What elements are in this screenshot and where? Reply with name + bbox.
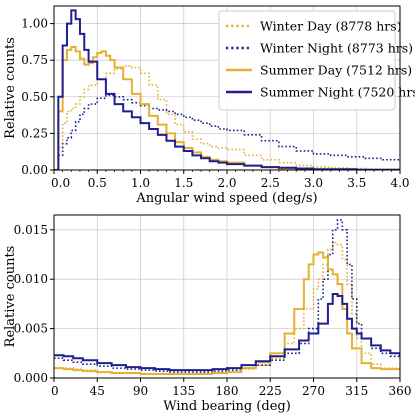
bottom-x-tick-label: 360 xyxy=(389,384,412,398)
top-series-summer-night xyxy=(54,9,400,170)
top-y-tick-label: 0.00 xyxy=(21,163,48,177)
top-x-tick-label: 2.0 xyxy=(217,176,236,190)
bottom-y-tick-label: 0.010 xyxy=(14,272,48,286)
bottom-x-tick-label: 270 xyxy=(302,384,325,398)
bottom-x-tick-label: 225 xyxy=(259,384,282,398)
legend-entry-label: Summer Day (7512 hrs) xyxy=(260,63,412,78)
top-x-tick-label: 3.0 xyxy=(304,176,323,190)
bottom-x-tick-label: 90 xyxy=(133,384,148,398)
top-x-tick-label: 0.5 xyxy=(88,176,107,190)
top-series-winter-night xyxy=(54,94,400,170)
top-x-tick-label: 1.0 xyxy=(131,176,150,190)
top-x-tick-label: 0.0 xyxy=(51,176,70,190)
bottom-x-tick-label: 180 xyxy=(216,384,239,398)
top-y-tick-label: 0.75 xyxy=(21,53,48,67)
bottom-series-summer-day xyxy=(54,251,400,376)
top-y-tick-label: 0.50 xyxy=(21,90,48,104)
bottom-x-tick-label: 135 xyxy=(172,384,195,398)
top-x-tick-label: 4.0 xyxy=(390,176,409,190)
legend: Winter Day (8778 hrs) Winter Night (8773 … xyxy=(218,10,415,111)
top-x-axis-label: Angular wind speed (deg/s) xyxy=(135,191,317,206)
bottom-x-tick-label: 315 xyxy=(345,384,368,398)
bottom-x-tick-label: 45 xyxy=(90,384,105,398)
legend-entry-label: Winter Night (8773 hrs) xyxy=(260,41,413,56)
top-series-winter-day xyxy=(54,65,400,170)
top-x-tick-label: 3.5 xyxy=(347,176,366,190)
bottom-y-tick-label: 0.000 xyxy=(14,371,48,385)
legend-entry-label: Summer Night (7520 hrs) xyxy=(260,85,415,100)
top-y-tick-label: 1.00 xyxy=(21,17,48,31)
bottom-x-tick-label: 0 xyxy=(51,384,59,398)
legend-entry-label: Winter Day (8778 hrs) xyxy=(260,19,402,34)
bottom-y-tick-label: 0.005 xyxy=(14,322,48,336)
bottom-series-summer-night xyxy=(54,293,400,372)
top-y-axis-label: Relative counts xyxy=(3,37,18,139)
bottom-y-tick-label: 0.015 xyxy=(14,223,48,237)
angular-speed-panel: 0.0 0.5 1.0 1.5 2.0 2.5 3.0 3.5 4.0 0.00 0.25 0.50 0… xyxy=(3,5,415,206)
top-x-tick-label: 2.5 xyxy=(261,176,280,190)
bottom-x-axis-label: Wind bearing (deg) xyxy=(163,399,291,414)
top-y-tick-label: 0.25 xyxy=(21,126,48,140)
wind-bearing-panel: 0 45 90 135 180 225 270 315 360 0.000 0.005 0.010 0.… xyxy=(3,214,412,414)
top-x-tick-label: 1.5 xyxy=(174,176,193,190)
bottom-y-axis-label: Relative counts xyxy=(3,246,18,348)
